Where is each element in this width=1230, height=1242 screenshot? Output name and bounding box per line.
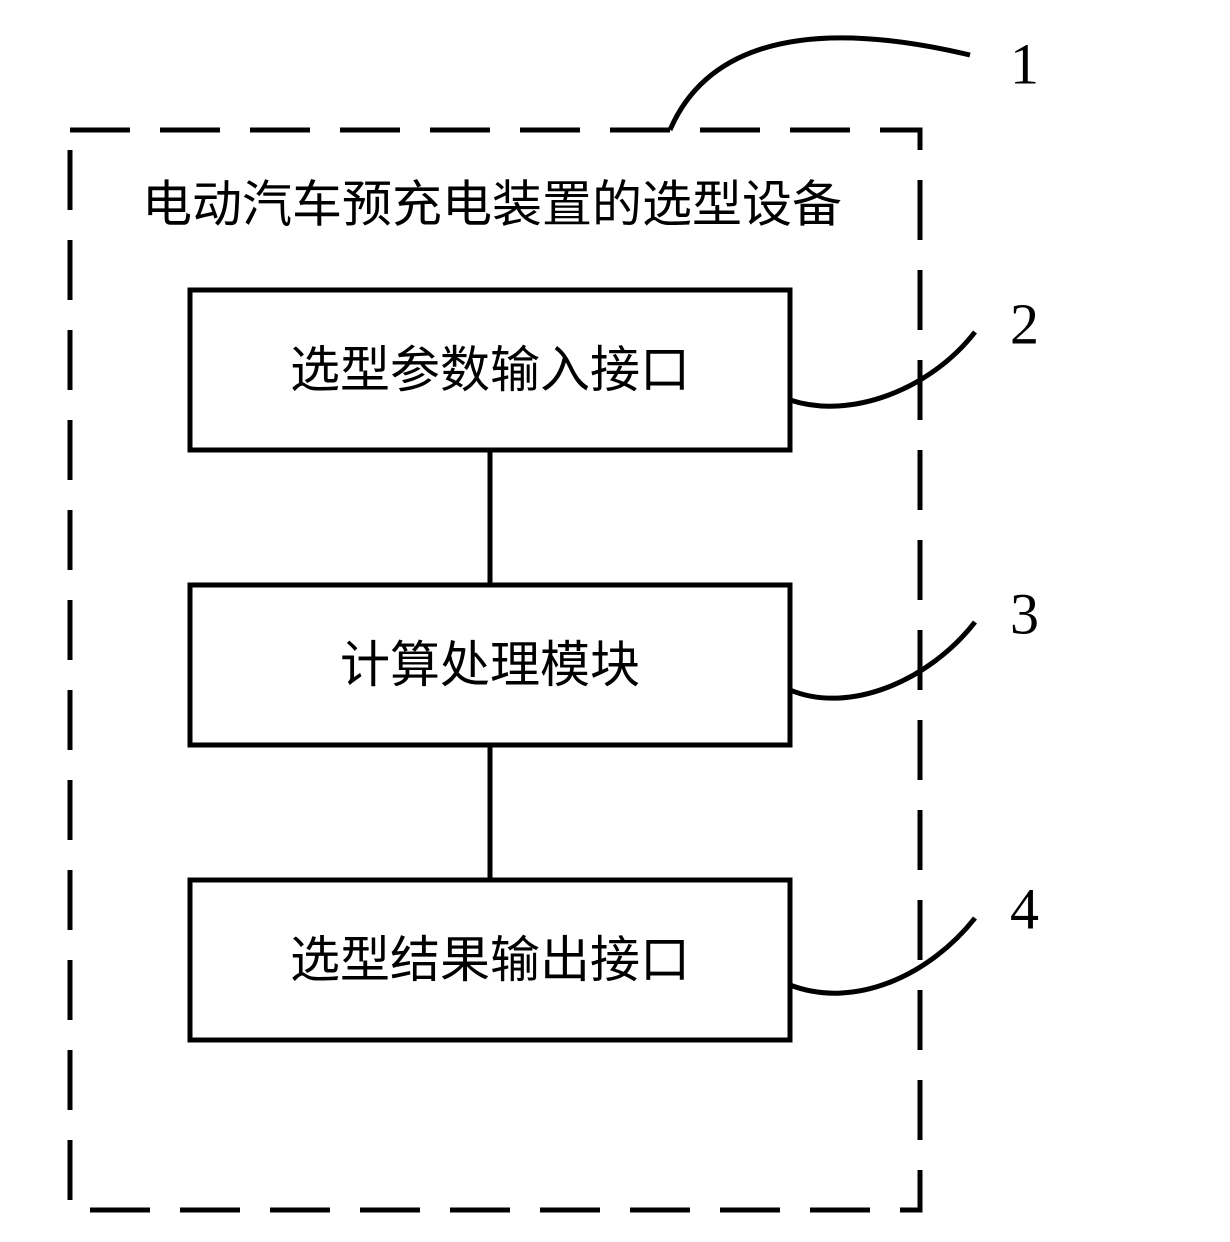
callout-label-n3: 4 bbox=[1010, 876, 1039, 941]
callout-label-n1: 2 bbox=[1010, 291, 1039, 356]
callout-label-1: 1 bbox=[1010, 31, 1039, 96]
callout-label-n2: 3 bbox=[1010, 581, 1039, 646]
node-label-n2: 计算处理模块 bbox=[340, 637, 640, 693]
node-label-n3: 选型结果输出接口 bbox=[290, 932, 690, 988]
node-label-n1: 选型参数输入接口 bbox=[290, 342, 690, 398]
container-title: 电动汽车预充电装置的选型设备 bbox=[142, 176, 842, 232]
